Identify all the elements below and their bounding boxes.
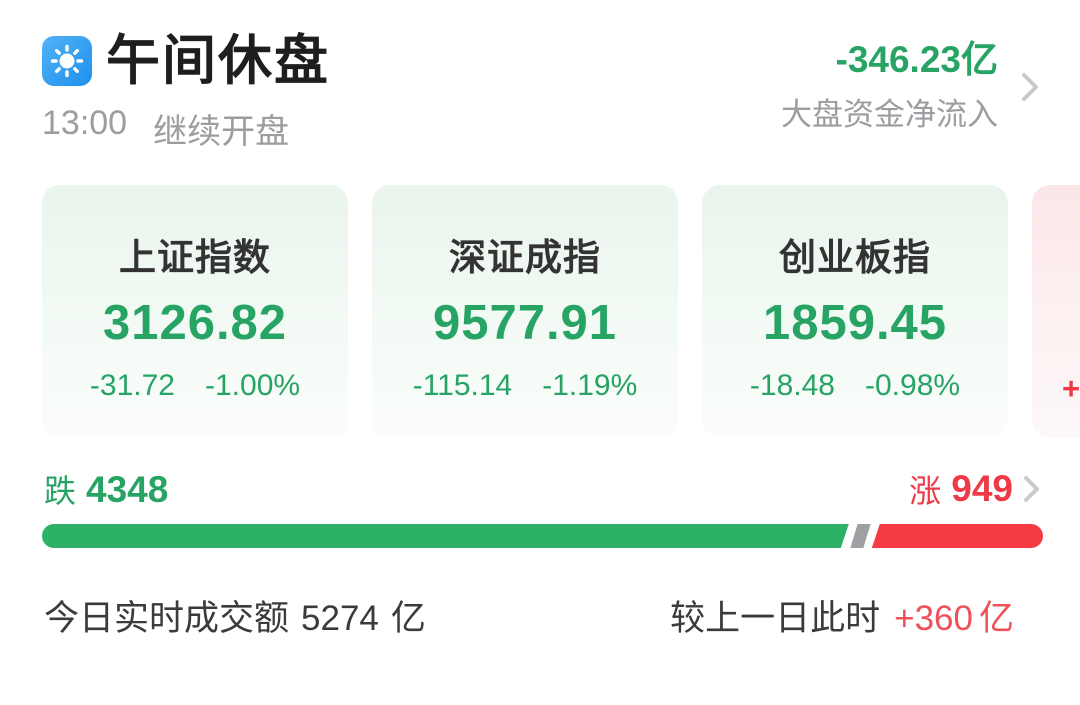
breadth-bar-fall-segment xyxy=(42,524,849,548)
index-value: 9577.91 xyxy=(432,296,618,350)
session-time-row: 13:00 继续开盘 xyxy=(42,104,1040,153)
turnover-value: 5274 xyxy=(301,599,379,638)
index-card-chinext[interactable]: 创业板指 1859.45 -18.48 -0.98% xyxy=(702,185,1008,438)
session-status: 继续开盘 xyxy=(153,113,290,151)
title-row: 午间休盘 xyxy=(42,34,1040,88)
net-inflow-value: -346.23亿 xyxy=(835,39,999,80)
compare-group: 较上一日此时 +360 亿 xyxy=(670,590,1014,641)
turnover-group: 今日实时成交额 5274 亿 xyxy=(44,590,426,641)
index-change: -31.72 xyxy=(89,369,175,402)
sun-icon xyxy=(42,36,92,86)
page-title: 午间休盘 xyxy=(106,31,330,91)
partial-change-text: + xyxy=(1062,371,1080,406)
index-value: 3126.82 xyxy=(102,296,288,350)
index-change: -115.14 xyxy=(412,369,513,402)
fall-label: 跌 xyxy=(44,473,77,509)
index-change-pct: -1.00% xyxy=(205,369,301,402)
index-change-row: -115.14 -1.19% xyxy=(372,369,678,403)
session-time: 13:00 xyxy=(42,104,128,142)
breadth-bar-rise-segment xyxy=(871,524,1043,548)
index-change-pct: -0.98% xyxy=(865,369,961,402)
chevron-right-icon xyxy=(1024,476,1039,502)
breadth-row: 跌 4348 涨 949 xyxy=(44,466,1040,512)
rise-count-link[interactable]: 涨 949 xyxy=(909,466,1040,512)
index-card-partial[interactable]: + xyxy=(1032,185,1080,438)
market-summary-page: 午间休盘 13:00 继续开盘 -346.23亿 大盘资金净流入 上证指数 31… xyxy=(0,34,1080,705)
index-value: 1859.45 xyxy=(762,296,948,350)
index-change-row: -31.72 -1.00% xyxy=(42,369,348,403)
compare-label: 较上一日此时 xyxy=(670,599,881,638)
fall-count-group: 跌 4348 xyxy=(44,466,168,512)
footer-row: 今日实时成交额 5274 亿 较上一日此时 +360 亿 xyxy=(44,590,1014,641)
rise-count: 949 xyxy=(951,468,1013,509)
header: 午间休盘 13:00 继续开盘 -346.23亿 大盘资金净流入 xyxy=(42,34,1040,153)
turnover-label: 今日实时成交额 xyxy=(44,599,290,638)
index-card-shanghai[interactable]: 上证指数 3126.82 -31.72 -1.00% xyxy=(42,185,348,438)
chevron-right-icon xyxy=(1022,72,1038,101)
index-change-pct: -1.19% xyxy=(542,369,638,402)
net-inflow-link[interactable]: -346.23亿 大盘资金净流入 xyxy=(781,39,1040,134)
index-card-shenzhen[interactable]: 深证成指 9577.91 -115.14 -1.19% xyxy=(372,185,678,438)
index-change: -18.48 xyxy=(749,369,835,402)
index-name: 创业板指 xyxy=(779,237,931,278)
index-name: 深证成指 xyxy=(449,237,601,278)
breadth-bar xyxy=(42,524,1043,548)
compare-value: +360 xyxy=(894,599,973,638)
fall-count: 4348 xyxy=(86,469,169,510)
compare-unit: 亿 xyxy=(978,599,1014,638)
index-change-row: -18.48 -0.98% xyxy=(702,369,1008,403)
net-inflow-texts: -346.23亿 大盘资金净流入 xyxy=(781,39,999,134)
rise-label: 涨 xyxy=(909,473,942,509)
index-name: 上证指数 xyxy=(119,237,271,278)
turnover-unit: 亿 xyxy=(390,599,426,638)
index-cards-row: 上证指数 3126.82 -31.72 -1.00% 深证成指 9577.91 … xyxy=(42,185,1080,438)
net-inflow-label: 大盘资金净流入 xyxy=(781,96,998,132)
